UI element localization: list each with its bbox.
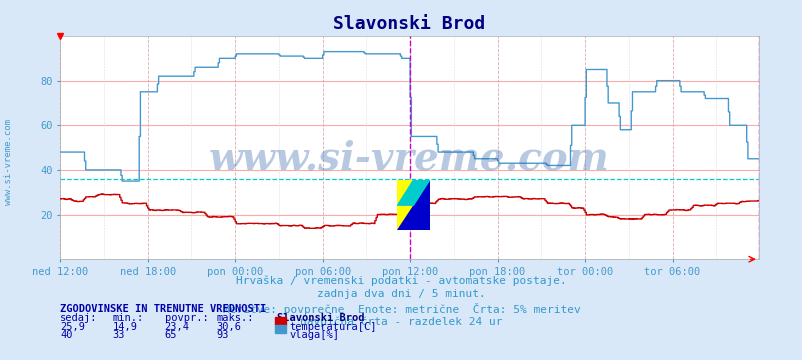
Polygon shape (397, 180, 429, 230)
Text: Hrvaška / vremenski podatki - avtomatske postaje.: Hrvaška / vremenski podatki - avtomatske… (236, 275, 566, 286)
Text: 93: 93 (217, 330, 229, 341)
Text: navpična črta - razdelek 24 ur: navpična črta - razdelek 24 ur (300, 316, 502, 327)
Text: povpr.:: povpr.: (164, 313, 208, 323)
Text: 40: 40 (60, 330, 73, 341)
Text: www.si-vreme.com: www.si-vreme.com (3, 119, 13, 205)
Text: 33: 33 (112, 330, 125, 341)
Text: ZGODOVINSKE IN TRENUTNE VREDNOSTI: ZGODOVINSKE IN TRENUTNE VREDNOSTI (60, 304, 266, 314)
Text: 30,6: 30,6 (217, 322, 241, 332)
Polygon shape (397, 180, 429, 205)
Text: vlaga[%]: vlaga[%] (289, 330, 338, 341)
Text: maks.:: maks.: (217, 313, 254, 323)
Text: zadnja dva dni / 5 minut.: zadnja dva dni / 5 minut. (317, 289, 485, 299)
Text: 25,9: 25,9 (60, 322, 85, 332)
Title: Slavonski Brod: Slavonski Brod (333, 15, 485, 33)
Polygon shape (397, 180, 429, 230)
Text: 23,4: 23,4 (164, 322, 189, 332)
Text: min.:: min.: (112, 313, 144, 323)
Text: 14,9: 14,9 (112, 322, 137, 332)
Text: 65: 65 (164, 330, 177, 341)
Text: www.si-vreme.com: www.si-vreme.com (209, 140, 610, 178)
Text: Slavonski Brod: Slavonski Brod (277, 313, 364, 323)
Text: Meritve: povprečne  Enote: metrične  Črta: 5% meritev: Meritve: povprečne Enote: metrične Črta:… (222, 303, 580, 315)
Text: sedaj:: sedaj: (60, 313, 98, 323)
Text: temperatura[C]: temperatura[C] (289, 322, 376, 332)
